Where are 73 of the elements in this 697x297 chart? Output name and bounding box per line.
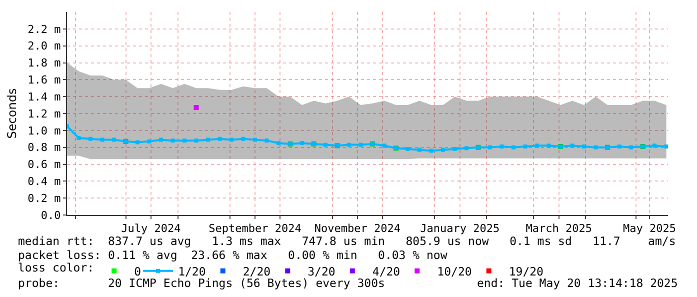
point [358,142,363,147]
point [147,139,152,144]
point [382,144,386,148]
text: end: Tue May 20 13:14:18 2025 [477,276,678,290]
point [88,136,92,141]
y-tick-label: 1.6 m [28,74,62,87]
y-tick-label: 0.2 m [28,192,62,205]
point [76,136,81,140]
legend-label: 1/20 [178,264,206,278]
point [406,147,410,152]
point [241,136,246,141]
point [488,145,492,150]
point [253,138,258,142]
point [664,144,668,148]
legend-label: 19/20 [508,264,544,278]
y-tick-label: 0.4 m [28,175,62,188]
point [570,144,574,148]
point [418,148,422,152]
legend-label: 4/20 [372,264,400,278]
y-tick-label: 0.0 [40,208,61,222]
point [100,138,104,142]
y-tick-label: 2.2 m [28,22,62,36]
point [136,140,140,144]
point [512,145,516,150]
text: probe: 20 ICMP Echo Pings (56 Bytes) every 300s [18,276,385,290]
point [429,148,434,153]
point [582,144,586,148]
x-tick-label: January 2025 [420,222,500,236]
point [230,138,234,142]
y-tick-label: 1.8 m [28,56,62,70]
point [347,142,352,147]
legend-title: loss color: [18,260,94,274]
point [324,142,328,147]
x-tick-label: March 2025 [526,222,592,236]
y-tick-label: 1.2 m [28,107,62,120]
point [206,138,210,142]
point [300,141,304,146]
y-tick-label: 1.0 m [28,124,62,138]
text: median rtt: 837.7 us avg 1.3 ms max 747.8 us min 805.9 us now 0.1 ms sd 11.7 am/s [18,234,676,248]
y-tick-label: 0.8 m [28,141,62,154]
y-tick-label: 2.0 m [28,40,62,53]
x-tick-label: May 2025 [623,222,676,236]
point [523,144,528,148]
legend-label: 0 [134,264,142,278]
y-tick-label: 0.6 m [28,158,62,172]
text: packet loss: 0.11 % avg 23.66 % max 0.00 % min 0.03 % now [18,248,448,262]
point [652,144,657,148]
point [264,138,269,143]
point [159,138,164,142]
point [546,144,551,148]
point [194,138,198,143]
point [112,138,116,142]
legend-label: 3/20 [308,264,336,278]
point [452,147,457,152]
point [441,148,446,152]
x-tick-label: July 2024 [121,222,182,236]
point [535,144,540,148]
y-tick-label: 1.4 m [28,90,62,104]
point [617,144,622,148]
legend-label: 10/20 [437,264,472,278]
point [464,146,469,150]
point [276,141,281,146]
point [182,138,187,143]
x-tick-label: September 2024 [208,222,302,236]
point [194,105,199,110]
y-axis-title: Seconds [4,88,19,139]
point [594,145,598,150]
x-tick-label: November 2024 [314,222,401,236]
point [500,144,504,148]
point [218,136,222,141]
point [629,145,634,150]
legend-label: 2/20 [242,264,271,278]
point [170,138,175,143]
